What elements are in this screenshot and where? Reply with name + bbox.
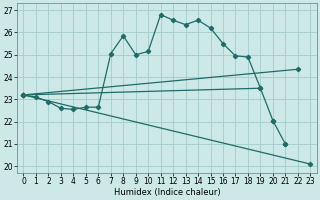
X-axis label: Humidex (Indice chaleur): Humidex (Indice chaleur)	[114, 188, 220, 197]
